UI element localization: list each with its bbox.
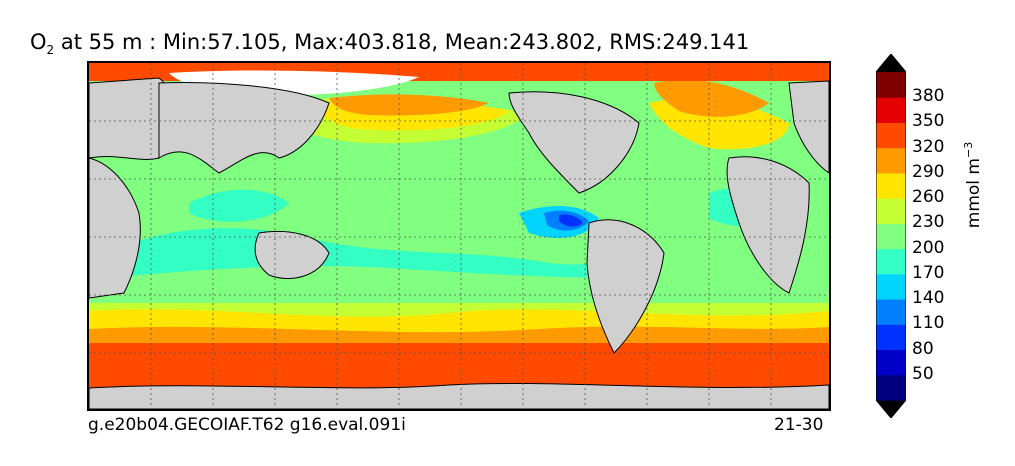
- units-base: mmol m: [963, 158, 984, 229]
- colorbar-extend-min: [876, 400, 906, 418]
- colorbar-units: mmol m−3: [962, 142, 984, 228]
- colorbar-segments: [876, 54, 906, 418]
- land-africa: [726, 156, 810, 294]
- colorbar-segment: [876, 374, 906, 401]
- land-south-america: [586, 219, 665, 354]
- north-atlantic-290: [654, 79, 769, 117]
- colorbar-tick-label: 50: [912, 363, 934, 384]
- colorbar-tick-label: 260: [912, 187, 945, 208]
- indian-ocean-170: [189, 189, 289, 222]
- title-subscript: 2: [46, 43, 55, 58]
- case-name: g.e20b04.GECOIAF.T62 g16.eval.091i: [88, 415, 406, 435]
- title-stats: at 55 m : Min:57.105, Max:403.818, Mean:…: [54, 30, 750, 54]
- ocean-map: [87, 61, 831, 411]
- colorbar-tick-label: 380: [912, 86, 945, 107]
- colorbar-segment: [876, 248, 906, 275]
- graticule: [89, 63, 829, 409]
- colorbar-extend-max: [876, 54, 906, 72]
- land-europe-asia-east: [788, 80, 829, 174]
- colorbar-segment: [876, 324, 906, 351]
- band-south-290: [89, 326, 829, 345]
- colorbar-segment: [876, 198, 906, 224]
- land-antarctica: [89, 382, 829, 409]
- colorbar-segment: [876, 349, 906, 376]
- title-variable: O: [30, 30, 47, 54]
- colorbar: [876, 54, 906, 418]
- units-exponent: −3: [962, 141, 976, 158]
- colorbar-segment: [876, 299, 906, 325]
- colorbar-segment: [876, 147, 906, 174]
- colorbar-tick-label: 290: [912, 161, 945, 182]
- land-africa-east: [89, 157, 141, 299]
- plot-title: O2 at 55 m : Min:57.105, Max:403.818, Me…: [30, 30, 749, 57]
- colorbar-tick-label: 200: [912, 237, 945, 258]
- land-australia: [254, 230, 330, 279]
- colorbar-segment: [876, 97, 906, 123]
- land-north-america: [508, 91, 640, 194]
- arctic-edge: [89, 63, 829, 73]
- land-asia: [158, 82, 330, 174]
- colorbar-tick-label: 320: [912, 136, 945, 157]
- colorbar-tick-label: 110: [912, 313, 945, 334]
- year-range: 21-30: [774, 415, 824, 435]
- map-field: [89, 63, 829, 409]
- colorbar-segment: [876, 72, 906, 98]
- colorbar-tick-label: 170: [912, 262, 945, 283]
- colorbar-tick-label: 350: [912, 111, 945, 132]
- colorbar-tick-label: 230: [912, 212, 945, 233]
- colorbar-segment: [876, 223, 906, 250]
- colorbar-segment: [876, 122, 906, 149]
- colorbar-segment: [876, 273, 906, 300]
- colorbar-segment: [876, 172, 906, 199]
- tropics-170: [109, 228, 629, 278]
- north-pacific-290: [329, 94, 489, 116]
- colorbar-tick-label: 140: [912, 288, 945, 309]
- omz-80: [559, 214, 583, 227]
- colorbar-tick-label: 80: [912, 338, 934, 359]
